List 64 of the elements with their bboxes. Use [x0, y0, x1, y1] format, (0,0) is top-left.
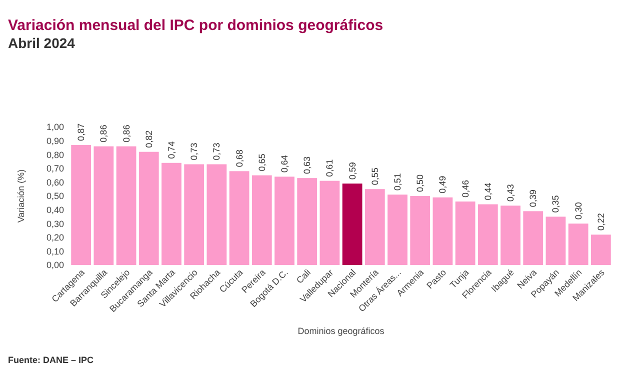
data-label: 0,64	[279, 155, 290, 173]
bar	[478, 204, 498, 265]
bar	[252, 175, 272, 265]
data-label: 0,82	[144, 130, 154, 148]
data-label: 0,86	[98, 124, 109, 142]
y-axis-title: Variación (%)	[16, 169, 26, 223]
bar	[590, 234, 611, 265]
bar	[432, 197, 453, 265]
bar	[274, 176, 294, 265]
y-tick-label: 0,20	[46, 232, 64, 243]
data-label: 0,51	[392, 173, 403, 191]
bar	[184, 164, 204, 265]
y-tick-label: 0,00	[46, 260, 64, 270]
data-label: 0,68	[234, 150, 244, 168]
data-label: 0,49	[438, 176, 448, 194]
chart-subtitle: Abril 2024	[8, 35, 76, 51]
bar	[455, 202, 476, 265]
bar	[523, 211, 544, 265]
data-label: 0,74	[166, 141, 176, 159]
data-label: 0,65	[256, 154, 267, 172]
data-label: 0,22	[596, 213, 606, 231]
data-label: 0,55	[370, 168, 380, 186]
data-label: 0,44	[482, 182, 493, 200]
bar	[320, 180, 340, 265]
data-label: 0,43	[506, 184, 516, 202]
y-tick-label: 0,10	[46, 246, 64, 256]
data-label: 0,35	[550, 195, 561, 213]
bar	[500, 206, 520, 265]
bar	[297, 178, 318, 265]
y-tick-label: 1,00	[46, 122, 64, 132]
bar	[116, 146, 136, 265]
source-note: Fuente: DANE – IPC	[8, 355, 94, 365]
data-label: 0,63	[302, 156, 312, 174]
bar	[410, 196, 430, 265]
data-label: 0,73	[189, 142, 200, 160]
data-label: 0,61	[324, 159, 335, 177]
data-label: 0,87	[76, 123, 86, 141]
bar	[162, 162, 182, 265]
y-tick-label: 0,40	[46, 204, 64, 215]
y-tick-label: 0,30	[46, 218, 64, 229]
bar	[229, 171, 250, 265]
bar	[94, 146, 114, 265]
bar	[388, 194, 408, 265]
y-tick-label: 0,60	[46, 177, 64, 188]
chart-title: Variación mensual del IPC por dominios geográficos	[8, 17, 384, 34]
y-tick-label: 0,90	[46, 136, 64, 146]
y-tick-label: 0,70	[46, 164, 64, 174]
data-label: 0,86	[121, 124, 132, 142]
bar	[71, 144, 92, 265]
bar	[342, 184, 362, 265]
bar	[546, 216, 566, 265]
bar	[364, 189, 385, 265]
data-label: 0,73	[212, 142, 222, 160]
data-label: 0,30	[573, 202, 584, 220]
x-axis-title: Dominios geográficos	[298, 326, 385, 336]
bar	[206, 164, 227, 265]
data-label: 0,46	[460, 180, 470, 198]
bar	[568, 224, 588, 265]
bar	[138, 152, 159, 265]
data-label: 0,50	[415, 174, 426, 192]
data-label: 0,59	[347, 162, 358, 180]
y-tick-label: 0,80	[46, 150, 64, 160]
y-tick-label: 0,50	[46, 191, 64, 202]
data-label: 0,39	[528, 190, 538, 208]
